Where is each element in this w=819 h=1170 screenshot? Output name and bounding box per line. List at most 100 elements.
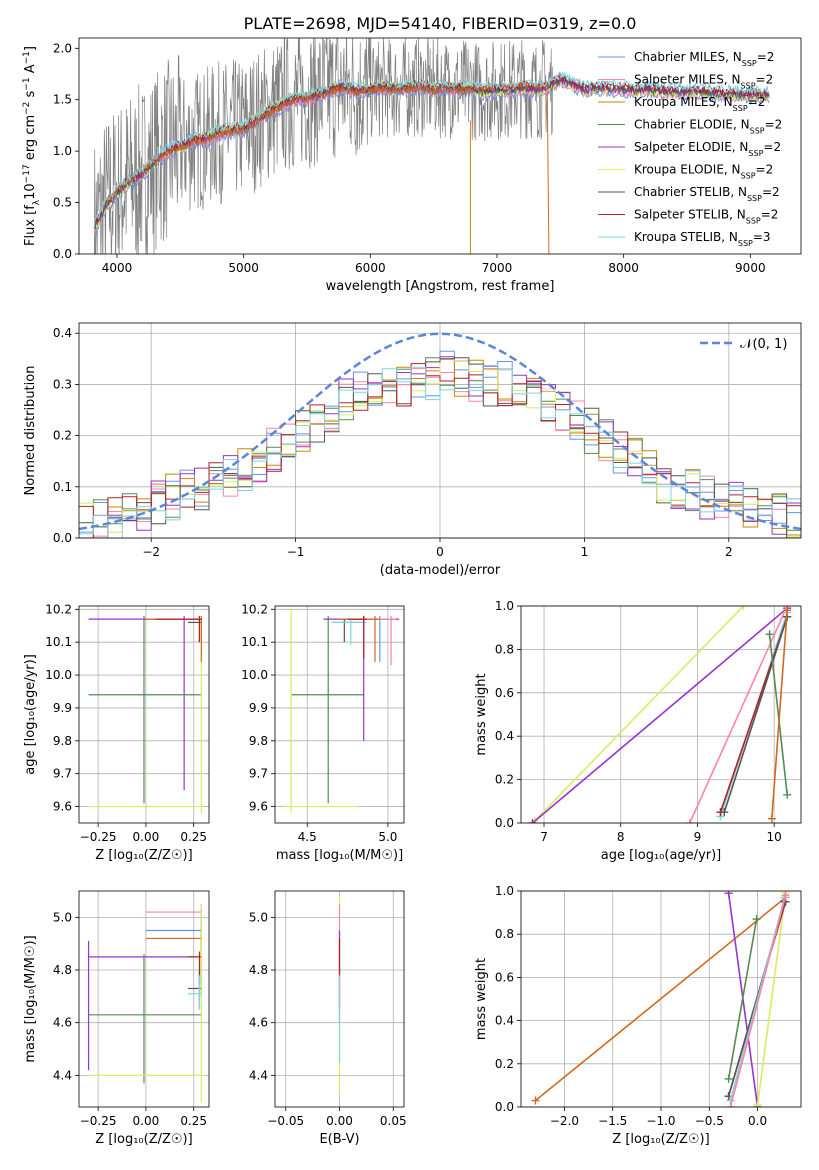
weight-segment [534, 896, 787, 1102]
legend-entry: Chabrier ELODIE, NSSP=2 [634, 118, 782, 136]
axes-frame [274, 890, 405, 1108]
x-tick-label: 0.25 [180, 830, 207, 844]
weight-segment [756, 893, 787, 1105]
y-tick-label: 10.2 [45, 602, 72, 616]
plots-container: 4000 5000 6000 7000 8000 9000 0.0 0.5 1.0 1.5 2.0 w… [22, 37, 802, 1147]
x-tick-label: 0.00 [133, 1114, 160, 1128]
weight-marker [528, 819, 537, 823]
legend-entry-name: Chabrier ELODIE, N [634, 118, 750, 132]
legend-entry-tail: =2 [756, 163, 774, 177]
legend-entry-name: Salpeter MILES, N [634, 73, 741, 87]
legend-entry-sub: SSP [738, 239, 753, 248]
weight-line [531, 893, 790, 1105]
weight-line [724, 915, 761, 1083]
legend-entry-tail: =2 [761, 208, 779, 222]
histogram-kroupa_stelib [79, 364, 801, 538]
y-tick-label: 0.3 [53, 377, 72, 391]
weight-marker [783, 606, 792, 615]
model-salpeter_miles [93, 80, 770, 235]
legend-entry: Salpeter STELIB, NSSP=2 [634, 208, 778, 226]
y-tick-label: 0.0 [495, 816, 514, 830]
legend-entry-tail: =2 [748, 95, 766, 109]
y-tick-label: 0.4 [495, 1014, 514, 1028]
legend-entry: Kroupa ELODIE, NSSP=2 [634, 163, 773, 181]
legend-entry-tail: =2 [757, 50, 775, 64]
x-tick-label: 0.05 [380, 1114, 407, 1128]
histogram-kroupa_elodie [79, 358, 801, 538]
weight-marker [753, 1100, 762, 1107]
y-axis-label: age [log₁₀(age/yr)] [23, 654, 38, 775]
y-tick-label: 0.8 [495, 642, 514, 656]
x-tick-label: −1.5 [598, 1114, 627, 1128]
x-axis-label: Z [log₁₀(Z/Z☉)] [95, 848, 192, 863]
weight-marker [739, 606, 748, 610]
legend-entry: Chabrier STELIB, NSSP=2 [634, 185, 780, 203]
panel-age_vs_z: −0.25 0.00 0.25 9.6 9.7 9.8 9.9 10.0 10.1 10.2 Z [… [23, 602, 210, 863]
x-tick-label: 7000 [482, 261, 513, 275]
x-axis-label: mass [log₁₀(M/M☉)] [276, 848, 403, 863]
legend-entry-tail: =2 [756, 73, 774, 87]
weight-line [530, 606, 748, 823]
histogram-chabrier_stelib [79, 357, 801, 538]
weight-segment [768, 634, 788, 795]
plot-area [93, 38, 770, 254]
weight-segment [534, 606, 745, 822]
x-tick-label: −0.5 [695, 1114, 724, 1128]
errorbar-point [155, 615, 202, 643]
legend-entry-sub: SSP [741, 81, 756, 90]
plot-area [87, 904, 204, 1102]
weight-line [528, 606, 792, 823]
legend-entry: Salpeter ELODIE, NSSP=2 [634, 140, 781, 158]
y-tick-label: 0.6 [495, 686, 514, 700]
y-tick-label: 4.6 [53, 1016, 72, 1030]
y-tick-label: 0.0 [53, 247, 72, 261]
y-axis-label: Normed distribution [23, 366, 38, 496]
errorbar-point [88, 904, 204, 1102]
y-tick-label: 0.6 [495, 970, 514, 984]
weight-marker [783, 790, 792, 799]
errorbar-point [331, 619, 367, 646]
legend-entry-name: Kroupa ELODIE, N [634, 163, 741, 177]
plot-area [79, 332, 801, 538]
y-tick-label: 1.0 [53, 144, 72, 158]
y-tick-label: 10.0 [45, 668, 72, 682]
y-tick-label: 0.2 [495, 773, 514, 787]
panel-spectrum: 4000 5000 6000 7000 8000 9000 0.0 0.5 1.0 1.5 2.0 w… [22, 37, 802, 294]
legend-entry-sub: SSP [747, 194, 762, 203]
legend-entry-sub: SSP [741, 171, 756, 180]
legend-entry-tail: =2 [763, 140, 781, 154]
y-tick-label: 4.8 [249, 963, 268, 977]
weight-marker [724, 1074, 733, 1083]
legend-entry-name: Kroupa STELIB, N [634, 230, 738, 244]
weight-line [724, 897, 789, 1101]
weight-segment [729, 895, 787, 1107]
plot-area [283, 609, 400, 814]
y-tick-label: 9.7 [249, 767, 268, 781]
y-tick-label: 0.2 [495, 1057, 514, 1071]
weight-marker [765, 630, 774, 639]
legend-entry-sub: SSP [750, 126, 765, 135]
weight-marker [781, 891, 790, 900]
errorbar-point [283, 609, 359, 814]
y-tick-label: 10.2 [241, 602, 268, 616]
weight-line [685, 606, 792, 823]
weight-segment [771, 610, 788, 819]
y-axis-label: mass [log₁₀(M/M☉)] [23, 935, 38, 1062]
y-tick-label: 1.0 [495, 884, 514, 898]
y-tick-label: 0.4 [53, 326, 72, 340]
legend-entry: 𝒩(0, 1) [740, 337, 787, 352]
legend-entry-sub: SSP [733, 104, 748, 113]
y-axis-label-part: λ [32, 199, 42, 205]
x-tick-label: 0.00 [133, 830, 160, 844]
panel-residuals: −2 −1 0 1 2 0.0 0.1 0.2 0.3 0.4 (data-model)/error… [23, 322, 802, 578]
plot-area [531, 891, 790, 1107]
y-axis-label-part: −17 [22, 164, 32, 183]
axes-frame [78, 605, 210, 824]
legend-entry-name: Kroupa MILES, N [634, 95, 733, 109]
legend-entry-sub: SSP [742, 59, 757, 68]
x-tick-label: 8 [617, 830, 625, 844]
model-kroupa_stelib [93, 70, 770, 228]
errorbar-point [347, 615, 367, 659]
x-tick-label: −0.25 [80, 830, 117, 844]
